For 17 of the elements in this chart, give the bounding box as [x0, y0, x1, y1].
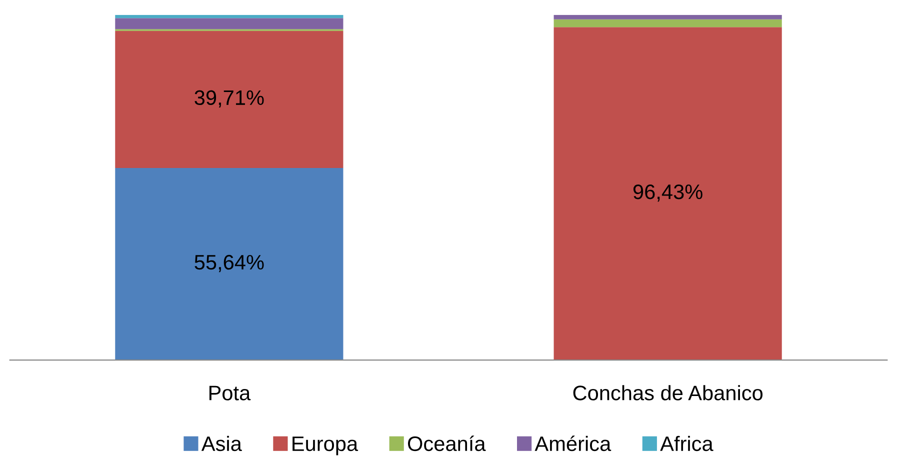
- legend-label: Europa: [292, 436, 358, 456]
- bar: [554, 27, 782, 360]
- bar: [554, 19, 782, 28]
- bar: [115, 14, 344, 18]
- bar: [554, 14, 782, 20]
- x-tick-label: Pota: [209, 386, 251, 400]
- legend-label: América: [534, 436, 612, 452]
- data-label: 39,71%: [194, 90, 264, 108]
- legend-label: Africa: [660, 436, 714, 452]
- bar: [115, 18, 344, 30]
- data-label: 96,43%: [633, 184, 702, 202]
- legend-label: Oceanía: [408, 436, 486, 452]
- data-label: 55,64%: [194, 254, 264, 272]
- bar: [115, 30, 344, 168]
- legend-label: Asia: [201, 436, 242, 452]
- bar: [115, 168, 344, 360]
- x-tick-label: Conchas de Abanico: [573, 385, 763, 400]
